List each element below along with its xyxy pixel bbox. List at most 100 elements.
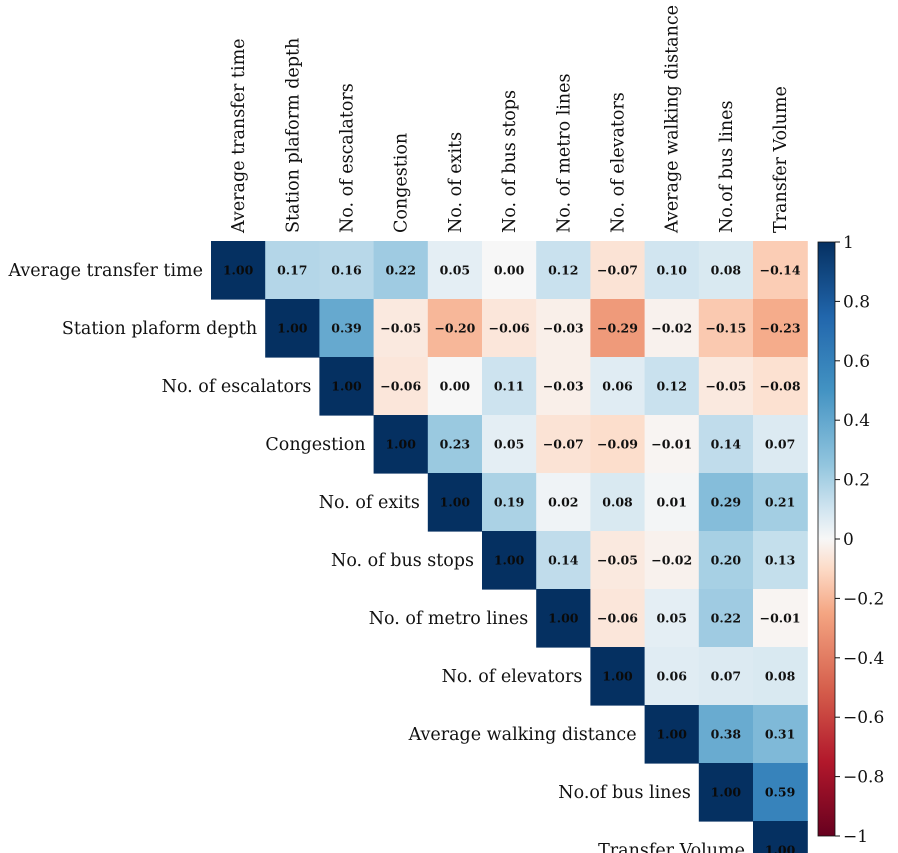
heatmap-cell (590, 357, 646, 416)
column-label-average-walking-distance: Average walking distance (663, 5, 683, 234)
heatmap-cell (590, 589, 646, 648)
column-label-station-plaform-depth: Station plaform depth (283, 38, 303, 233)
heatmap-cell (427, 357, 483, 416)
heatmap-cell (482, 531, 537, 590)
cell-value-label: 1.00 (223, 263, 254, 278)
heatmap-cell (536, 357, 591, 416)
cell-value-label: 1.00 (385, 437, 416, 452)
heatmap-cell (644, 531, 700, 590)
heatmap-cell (753, 241, 808, 300)
column-label-congestion: Congestion (392, 133, 412, 233)
column-labels: Average transfer time Station plaform dep… (229, 5, 791, 234)
heatmap-cell (753, 531, 808, 590)
cell-value-label: −0.03 (543, 321, 584, 336)
heatmap-cell (482, 415, 537, 474)
heatmap-cell (590, 415, 646, 474)
cell-value-label: 0.00 (440, 379, 471, 394)
cell-value-label: 1.00 (602, 669, 633, 684)
cell-value-label: 0.12 (548, 263, 578, 278)
cell-value-label: 0.08 (765, 669, 796, 684)
row-label-no-of-escalators: No. of escalators (162, 377, 312, 397)
cell-value-label: 0.08 (602, 495, 633, 510)
colorbar-tick-label: 0.2 (843, 471, 870, 491)
column-label-no-of-bus-stops: No. of bus stops (500, 90, 520, 233)
cell-value-label: 1.00 (277, 321, 308, 336)
heatmap-cell (644, 299, 700, 358)
heatmap-cell (427, 473, 483, 532)
row-label-no-of-bus-stops: No. of bus stops (331, 551, 474, 571)
heatmap-cell (482, 241, 537, 300)
cell-value-label: 0.23 (440, 437, 470, 452)
colorbar-tick-label: 0.8 (843, 292, 870, 312)
heatmap-cells: 1.00 0.17 0.16 0.22 0.05 0.00 0.12 −0.07 0.10 0.0… (211, 241, 808, 853)
row-label-average-transfer-time: Average transfer time (7, 261, 203, 281)
heatmap-cell (536, 531, 591, 590)
heatmap-cell (536, 589, 591, 648)
heatmap-cell (590, 241, 646, 300)
cell-value-label: 0.13 (765, 553, 795, 568)
heatmap-cell (265, 299, 320, 358)
heatmap-cell (590, 647, 646, 706)
heatmap-cell (536, 473, 591, 532)
cell-value-label: 0.02 (548, 495, 578, 510)
heatmap-cell (319, 357, 375, 416)
heatmap-cell (698, 299, 754, 358)
cell-value-label: −0.06 (380, 379, 421, 394)
row-label-congestion: Congestion (265, 435, 365, 455)
colorbar-tick-label: −0.2 (843, 589, 884, 609)
heatmap-cell (698, 763, 754, 822)
heatmap-cell (482, 299, 537, 358)
column-label-transfer-volume: Transfer Volume (771, 86, 791, 233)
colorbar-tick-label: 0.6 (843, 352, 870, 372)
cell-value-label: −0.01 (760, 611, 801, 626)
cell-value-label: 0.00 (494, 263, 525, 278)
cell-value-label: −0.23 (760, 321, 801, 336)
heatmap-cell (753, 705, 808, 764)
heatmap-cell (644, 473, 700, 532)
column-label-no-of-exits: No. of exits (446, 132, 466, 233)
cell-value-label: 0.22 (385, 263, 415, 278)
heatmap-cell (373, 415, 429, 474)
heatmap-cell (698, 241, 754, 300)
row-label-no-of-exits: No. of exits (319, 493, 420, 513)
heatmap-cell (644, 415, 700, 474)
cell-value-label: 0.17 (277, 263, 307, 278)
heatmap-cell (753, 473, 808, 532)
row-label-station-plaform-depth: Station plaform depth (62, 319, 257, 339)
cell-value-label: −0.02 (651, 553, 692, 568)
heatmap-cell (644, 241, 700, 300)
heatmap-cell (698, 357, 754, 416)
colorbar-tick-label: −0.4 (843, 649, 884, 669)
cell-value-label: 0.01 (656, 495, 686, 510)
cell-value-label: −0.09 (597, 437, 638, 452)
cell-value-label: −0.05 (705, 379, 746, 394)
heatmap-cell (753, 647, 808, 706)
colorbar-tick-label: 1 (843, 233, 854, 253)
heatmap-cell (698, 589, 754, 648)
cell-value-label: −0.06 (489, 321, 530, 336)
heatmap-cell (482, 473, 537, 532)
heatmap-cell (427, 241, 483, 300)
row-label-no-of-metro-lines: No. of metro lines (369, 609, 529, 629)
heatmap-cell (753, 821, 808, 853)
heatmap-cell (536, 415, 591, 474)
colorbar-tick-label: −0.6 (843, 708, 884, 728)
cell-value-label: 0.21 (765, 495, 795, 510)
cell-value-label: 0.10 (656, 263, 687, 278)
cell-value-label: 1.00 (765, 843, 796, 853)
cell-value-label: −0.05 (597, 553, 638, 568)
heatmap-cell (753, 589, 808, 648)
cell-value-label: 0.31 (765, 727, 795, 742)
cell-value-label: −0.29 (597, 321, 638, 336)
cell-value-label: −0.02 (651, 321, 692, 336)
cell-value-label: −0.20 (434, 321, 475, 336)
heatmap-cell (644, 647, 700, 706)
heatmap-cell (698, 531, 754, 590)
heatmap-cell (753, 299, 808, 358)
cell-value-label: −0.08 (760, 379, 801, 394)
cell-value-label: −0.07 (597, 263, 638, 278)
heatmap-cell (211, 241, 266, 300)
cell-value-label: 0.12 (656, 379, 686, 394)
colorbar-tick-label: −1 (843, 827, 868, 847)
heatmap-cell (753, 357, 808, 416)
